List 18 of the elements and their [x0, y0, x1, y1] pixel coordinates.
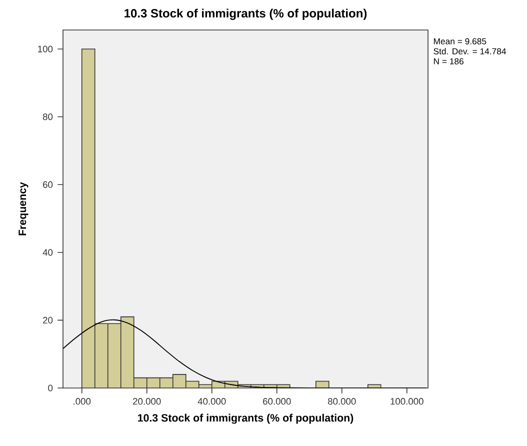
x-tick-label: 60.000 — [263, 398, 291, 405]
text: Mean = 9.685 — [434, 38, 486, 44]
x-tick-label: .000 — [74, 398, 91, 405]
y-tick-label: 100 — [38, 46, 53, 52]
chart-title: 10.3 Stock of immigrants (% of population) — [124, 8, 367, 20]
y-tick-label: 20 — [43, 316, 53, 324]
x-axis-title: 10.3 Stock of immigrants (% of population) — [138, 414, 354, 424]
y-axis-title: Frequency — [18, 182, 28, 236]
text: N = 186 — [434, 58, 464, 64]
y-tick-label: 80 — [42, 113, 53, 120]
y-tick-label: 40 — [42, 249, 53, 256]
y-tick-label: 60 — [43, 181, 53, 188]
x-tick-label: 40.000 — [198, 398, 226, 405]
text: Std. Dev. = 14.784 — [434, 48, 506, 54]
y-tick-label: 0 — [48, 384, 53, 392]
x-tick-label: 100.000 — [390, 398, 424, 405]
x-tick-label: 20.000 — [133, 398, 161, 405]
x-tick-label: 80.000 — [328, 398, 356, 405]
